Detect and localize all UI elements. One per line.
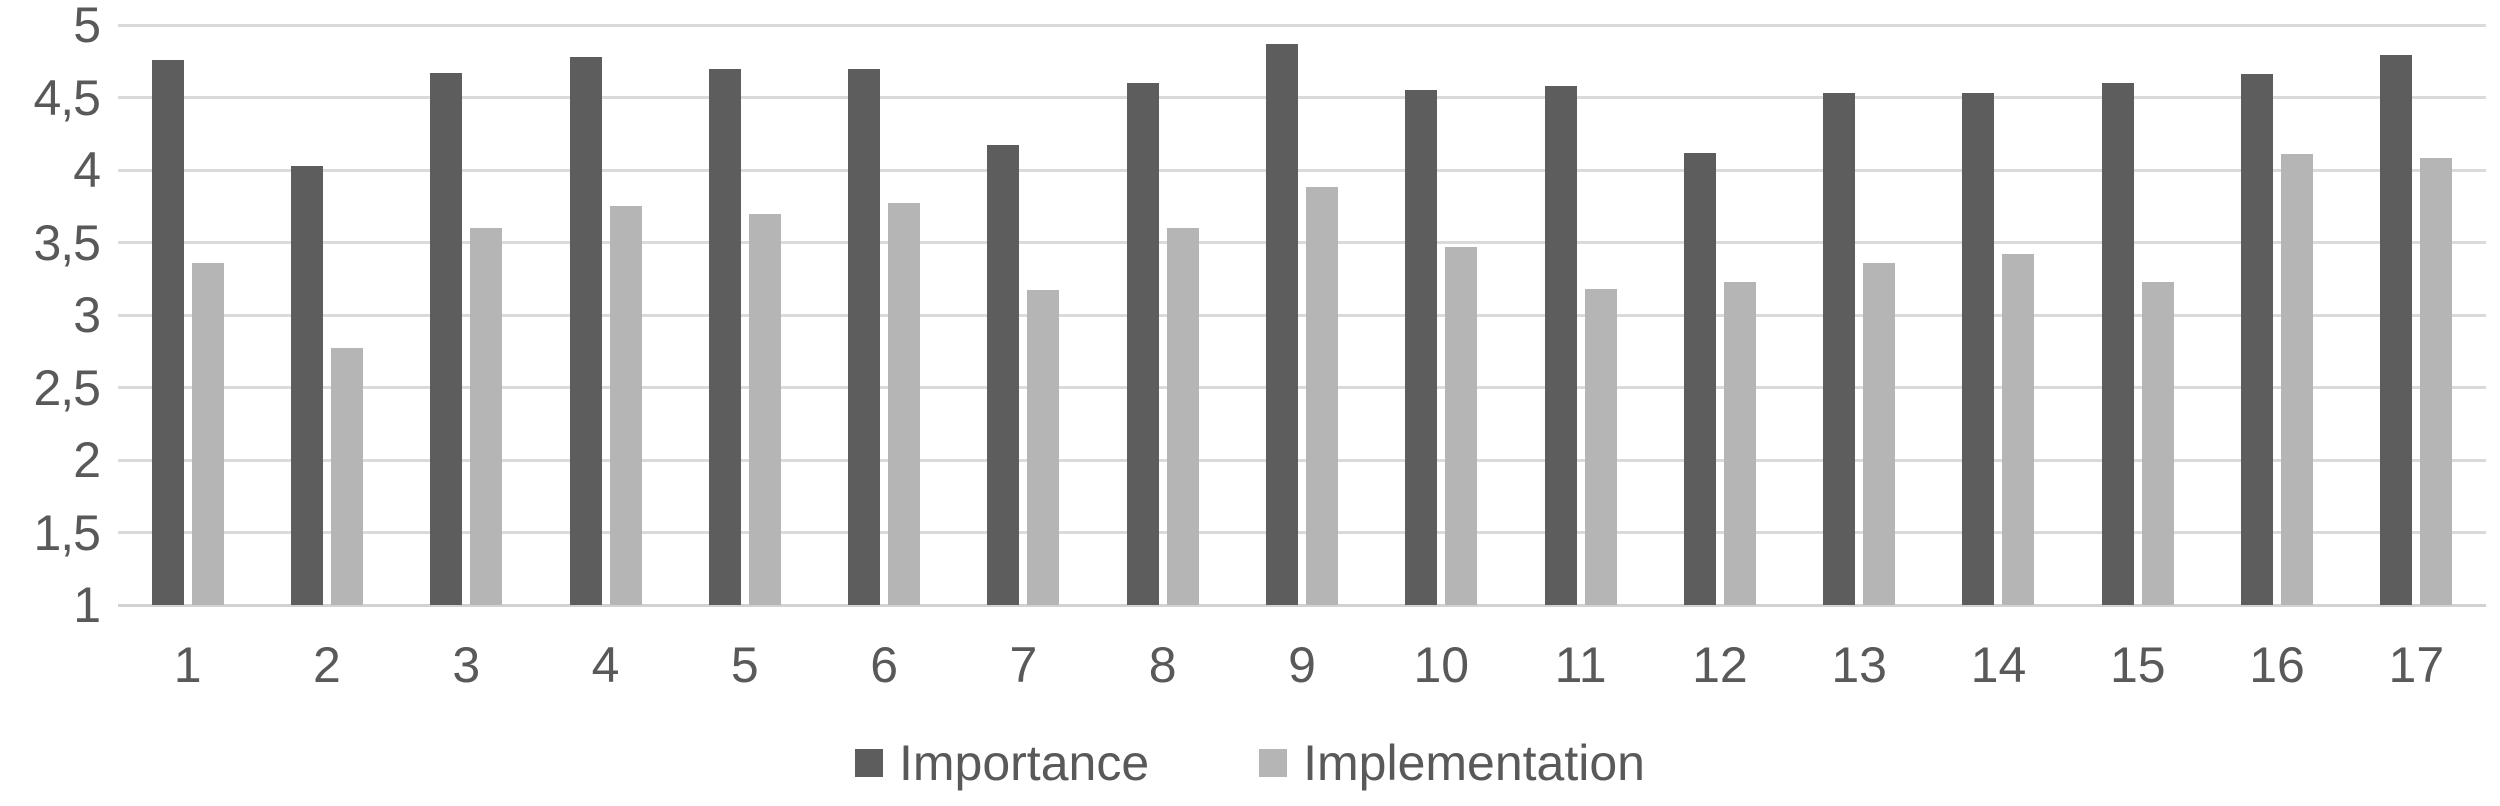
y-axis-tick-label: 1 — [73, 577, 101, 633]
y-axis-tick-label: 4,5 — [33, 69, 101, 126]
bar-implementation-14 — [2002, 254, 2035, 605]
bar-implementation-8 — [1166, 228, 1199, 605]
gridline — [118, 386, 2486, 389]
gridline — [118, 531, 2486, 534]
bar-implementation-2 — [330, 348, 363, 605]
x-axis-category-label: 17 — [2388, 637, 2445, 693]
gridline — [118, 23, 2486, 27]
x-axis-category-label: 9 — [1288, 637, 1316, 693]
x-axis-category-label: 14 — [1970, 637, 2027, 693]
bar-implementation-12 — [1723, 281, 1756, 605]
bar-importance-5 — [708, 68, 741, 605]
legend-swatch-implementation — [1259, 749, 1288, 777]
bar-importance-15 — [2101, 83, 2134, 605]
bar-importance-1 — [151, 59, 184, 605]
y-axis-tick-label: 2 — [73, 432, 101, 488]
x-axis-category-label: 7 — [1009, 637, 1038, 693]
bar-importance-13 — [1823, 93, 1856, 605]
y-axis-tick-label: 4 — [73, 142, 101, 198]
legend-label-importance: Importance — [899, 735, 1150, 791]
y-axis-tick-label: 1,5 — [33, 504, 101, 561]
x-axis-category-label: 2 — [313, 637, 341, 693]
gridline — [118, 313, 2486, 317]
bar-implementation-13 — [1863, 262, 1896, 605]
x-axis-line — [118, 603, 2486, 607]
legend-label-implementation: Implementation — [1303, 735, 1645, 791]
y-axis-tick-label: 3 — [73, 287, 101, 343]
gridline — [118, 241, 2486, 244]
x-axis-category-label: 16 — [2249, 637, 2305, 693]
bar-importance-3 — [430, 72, 463, 605]
x-axis-category-label: 12 — [1692, 637, 1748, 693]
bar-implementation-10 — [1445, 246, 1478, 605]
bar-implementation-15 — [2141, 281, 2174, 605]
bar-implementation-9 — [1306, 187, 1338, 605]
bar-implementation-1 — [191, 262, 224, 605]
bar-importance-16 — [2241, 74, 2274, 605]
gridline — [118, 168, 2486, 172]
bar-importance-9 — [1266, 43, 1298, 605]
bar-implementation-17 — [2420, 158, 2453, 605]
x-axis-category-label: 4 — [591, 637, 620, 693]
bar-importance-10 — [1405, 90, 1438, 605]
bar-implementation-5 — [748, 213, 781, 605]
bar-implementation-4 — [609, 206, 642, 605]
bar-importance-2 — [290, 165, 323, 605]
legend-swatch-importance — [855, 749, 883, 777]
bar-importance-14 — [1962, 93, 1995, 605]
bar-implementation-16 — [2281, 154, 2314, 605]
gridline — [118, 96, 2486, 99]
bar-implementation-6 — [888, 203, 921, 605]
x-axis-category-label: 11 — [1554, 637, 1607, 693]
x-axis-category-label: 8 — [1148, 637, 1177, 693]
y-axis-tick-label: 5 — [73, 0, 101, 53]
x-axis-category-label: 6 — [870, 637, 899, 693]
bar-importance-7 — [987, 145, 1020, 605]
bar-importance-12 — [1683, 152, 1716, 605]
bar-implementation-11 — [1584, 288, 1617, 605]
x-axis-category-label: 3 — [452, 637, 481, 693]
x-axis-category-label: 1 — [173, 637, 202, 693]
legend-entry-implementation: Implementation — [1259, 738, 1645, 788]
x-axis-category-label: 15 — [2109, 637, 2166, 693]
bar-importance-8 — [1126, 83, 1159, 605]
x-axis-category-label: 13 — [1831, 637, 1887, 693]
bar-importance-17 — [2380, 55, 2413, 605]
bar-importance-4 — [569, 56, 602, 605]
y-axis-tick-label: 2,5 — [33, 359, 101, 416]
legend: Importance Implementation — [0, 738, 2500, 788]
y-axis-tick-label: 3,5 — [33, 214, 101, 271]
bar-importance-11 — [1544, 85, 1577, 605]
bar-importance-6 — [848, 68, 881, 605]
legend-entry-importance: Importance — [855, 738, 1149, 788]
bar-implementation-3 — [470, 228, 503, 605]
gridline — [118, 458, 2486, 462]
x-axis-category-label: 5 — [730, 637, 759, 693]
bar-implementation-7 — [1027, 290, 1060, 605]
x-axis-category-label: 10 — [1413, 637, 1470, 693]
